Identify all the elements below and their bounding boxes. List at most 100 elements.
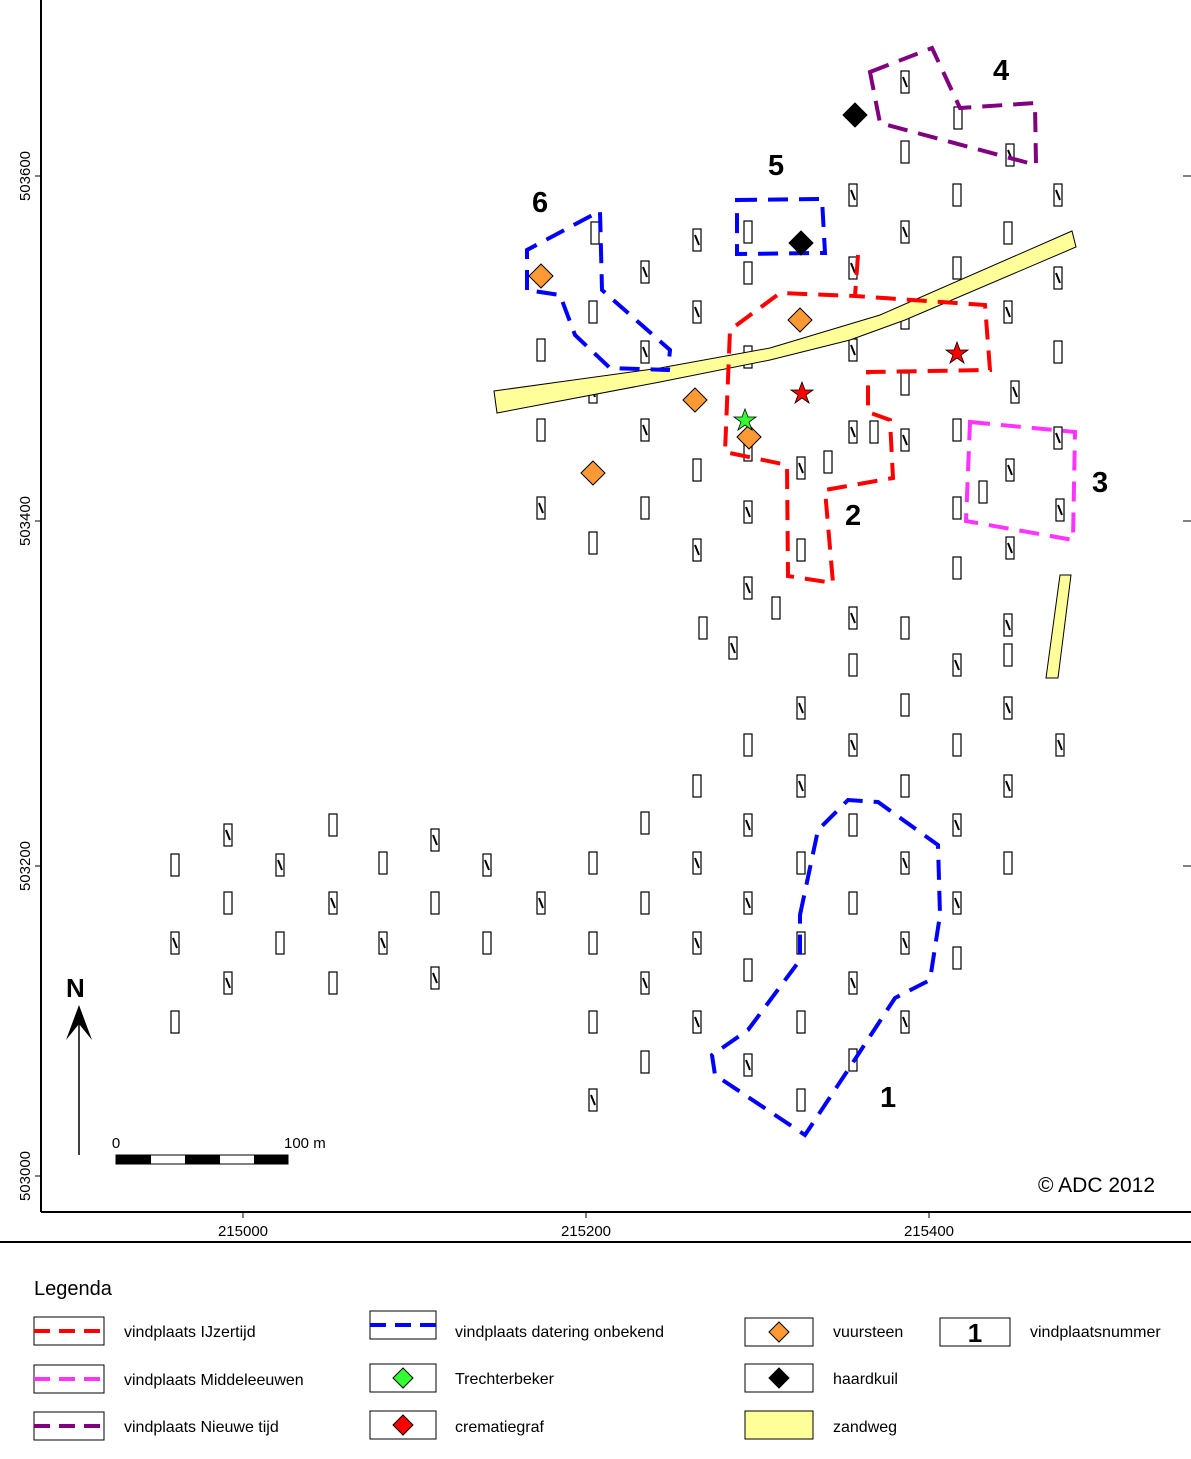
site-number-label: 3 (1092, 467, 1108, 499)
trench-fill-mark (954, 819, 960, 831)
trench (900, 774, 910, 798)
trench-fill-mark (902, 226, 908, 238)
trench-fill-mark (172, 937, 178, 949)
trench (900, 693, 910, 717)
scale-end-label: 100 m (284, 1135, 326, 1152)
trench-fill-mark (745, 819, 751, 831)
trench (430, 891, 440, 915)
trench-fill-mark (277, 859, 283, 871)
y-tick-label: 503000 (17, 1151, 34, 1201)
trench (170, 853, 180, 877)
trench-fill-mark (1007, 542, 1013, 554)
trench-fill-mark (902, 937, 908, 949)
trench (848, 813, 858, 837)
hearth-pit-diamond (788, 230, 814, 256)
trench (328, 971, 338, 995)
trench-fill-mark (590, 1094, 596, 1106)
trench (588, 1010, 598, 1034)
trench-fill-mark (432, 972, 438, 984)
north-arrow: N (66, 973, 92, 1155)
site-number-label: 6 (532, 187, 548, 219)
trench-fill-mark (484, 859, 490, 871)
trench (223, 891, 233, 915)
x-tick-label: 215200 (561, 1223, 611, 1240)
x-axis-ticks (242, 1212, 930, 1218)
trench (900, 616, 910, 640)
y-tick-label: 503600 (17, 151, 34, 201)
legend-label: vindplaats Nieuwe tijd (124, 1419, 279, 1436)
trench-fill-mark (850, 189, 856, 201)
trench (848, 653, 858, 677)
trench (1003, 221, 1013, 245)
trench (275, 931, 285, 955)
flint-find-diamond (580, 460, 606, 486)
trench (952, 183, 962, 207)
trench (952, 556, 962, 580)
trench-fill-mark (745, 897, 751, 909)
scale-bar: 0 100 m (112, 1135, 326, 1165)
trench-fill-mark (902, 434, 908, 446)
site-number-label: 1 (880, 1082, 896, 1114)
trench (869, 420, 879, 444)
crematiegraf-diamond-icon (392, 1414, 414, 1436)
legend-label: crematiegraf (455, 1419, 544, 1436)
flint-find-diamond (682, 387, 708, 413)
legend-item-zandweg: zandweg (744, 1410, 897, 1440)
site-number-label: 4 (993, 55, 1009, 87)
trenches-layer (170, 70, 1065, 1112)
trench (640, 496, 650, 520)
legend-label: Trechterbeker (455, 1371, 555, 1388)
trench (588, 531, 598, 555)
trench (588, 931, 598, 955)
trench-fill-mark (694, 857, 700, 869)
trench (1003, 851, 1013, 875)
trench-fill-mark (694, 234, 700, 246)
trench-fill-mark (694, 544, 700, 556)
trench-fill-mark (694, 306, 700, 318)
trench-fill-mark (1005, 702, 1011, 714)
trench-fill-mark (225, 977, 231, 989)
legend-item-haardkuil: haardkuil (744, 1363, 898, 1393)
legend-item-vindplaatsnummer: 1 vindplaatsnummer (939, 1317, 1161, 1348)
trench-fill-mark (1055, 189, 1061, 201)
trench (952, 733, 962, 757)
trench-fill-mark (1057, 504, 1063, 516)
vuursteen-diamond-icon (768, 1321, 790, 1343)
legend-item-trechterbeker: Trechterbeker (369, 1363, 555, 1393)
copyright-text: © ADC 2012 (1038, 1174, 1155, 1197)
trench-fill-mark (850, 977, 856, 989)
trench (536, 418, 546, 442)
y-tick-label: 503200 (17, 841, 34, 891)
trench-fill-mark (1055, 432, 1061, 444)
scale-start-label: 0 (112, 1135, 120, 1152)
legend-item-crematiegraf: crematiegraf (369, 1410, 544, 1440)
trench-fill-mark (225, 829, 231, 841)
trench (588, 300, 598, 324)
legend-number-box-text: 1 (968, 1318, 982, 1348)
legend-item-onbekend: vindplaats datering onbekend (369, 1310, 664, 1341)
site-boundary-1 (709, 797, 943, 1138)
trench-fill-mark (902, 76, 908, 88)
legend-label: vuursteen (833, 1324, 903, 1341)
flint-find-diamond (736, 424, 762, 450)
x-tick-label: 215000 (218, 1223, 268, 1240)
trench (848, 891, 858, 915)
trench-fill-mark (1057, 739, 1063, 751)
cremation-grave-star (944, 340, 970, 365)
trench-fill-mark (642, 424, 648, 436)
trench (743, 958, 753, 982)
trench (796, 1010, 806, 1034)
trench-fill-mark (330, 897, 336, 909)
legend-label: haardkuil (833, 1371, 898, 1388)
trench-fill-mark (1005, 306, 1011, 318)
site-boundary-6 (525, 207, 673, 373)
legend-item-ijzertijd: vindplaats IJzertijd (33, 1316, 256, 1346)
trench (640, 1050, 650, 1074)
trench-fill-mark (902, 857, 908, 869)
trench (952, 496, 962, 520)
legend-label: vindplaats Middeleeuwen (124, 1372, 304, 1389)
flint-find-diamond (528, 263, 554, 289)
trench-fill-mark (1007, 464, 1013, 476)
trench-fill-mark (798, 462, 804, 474)
